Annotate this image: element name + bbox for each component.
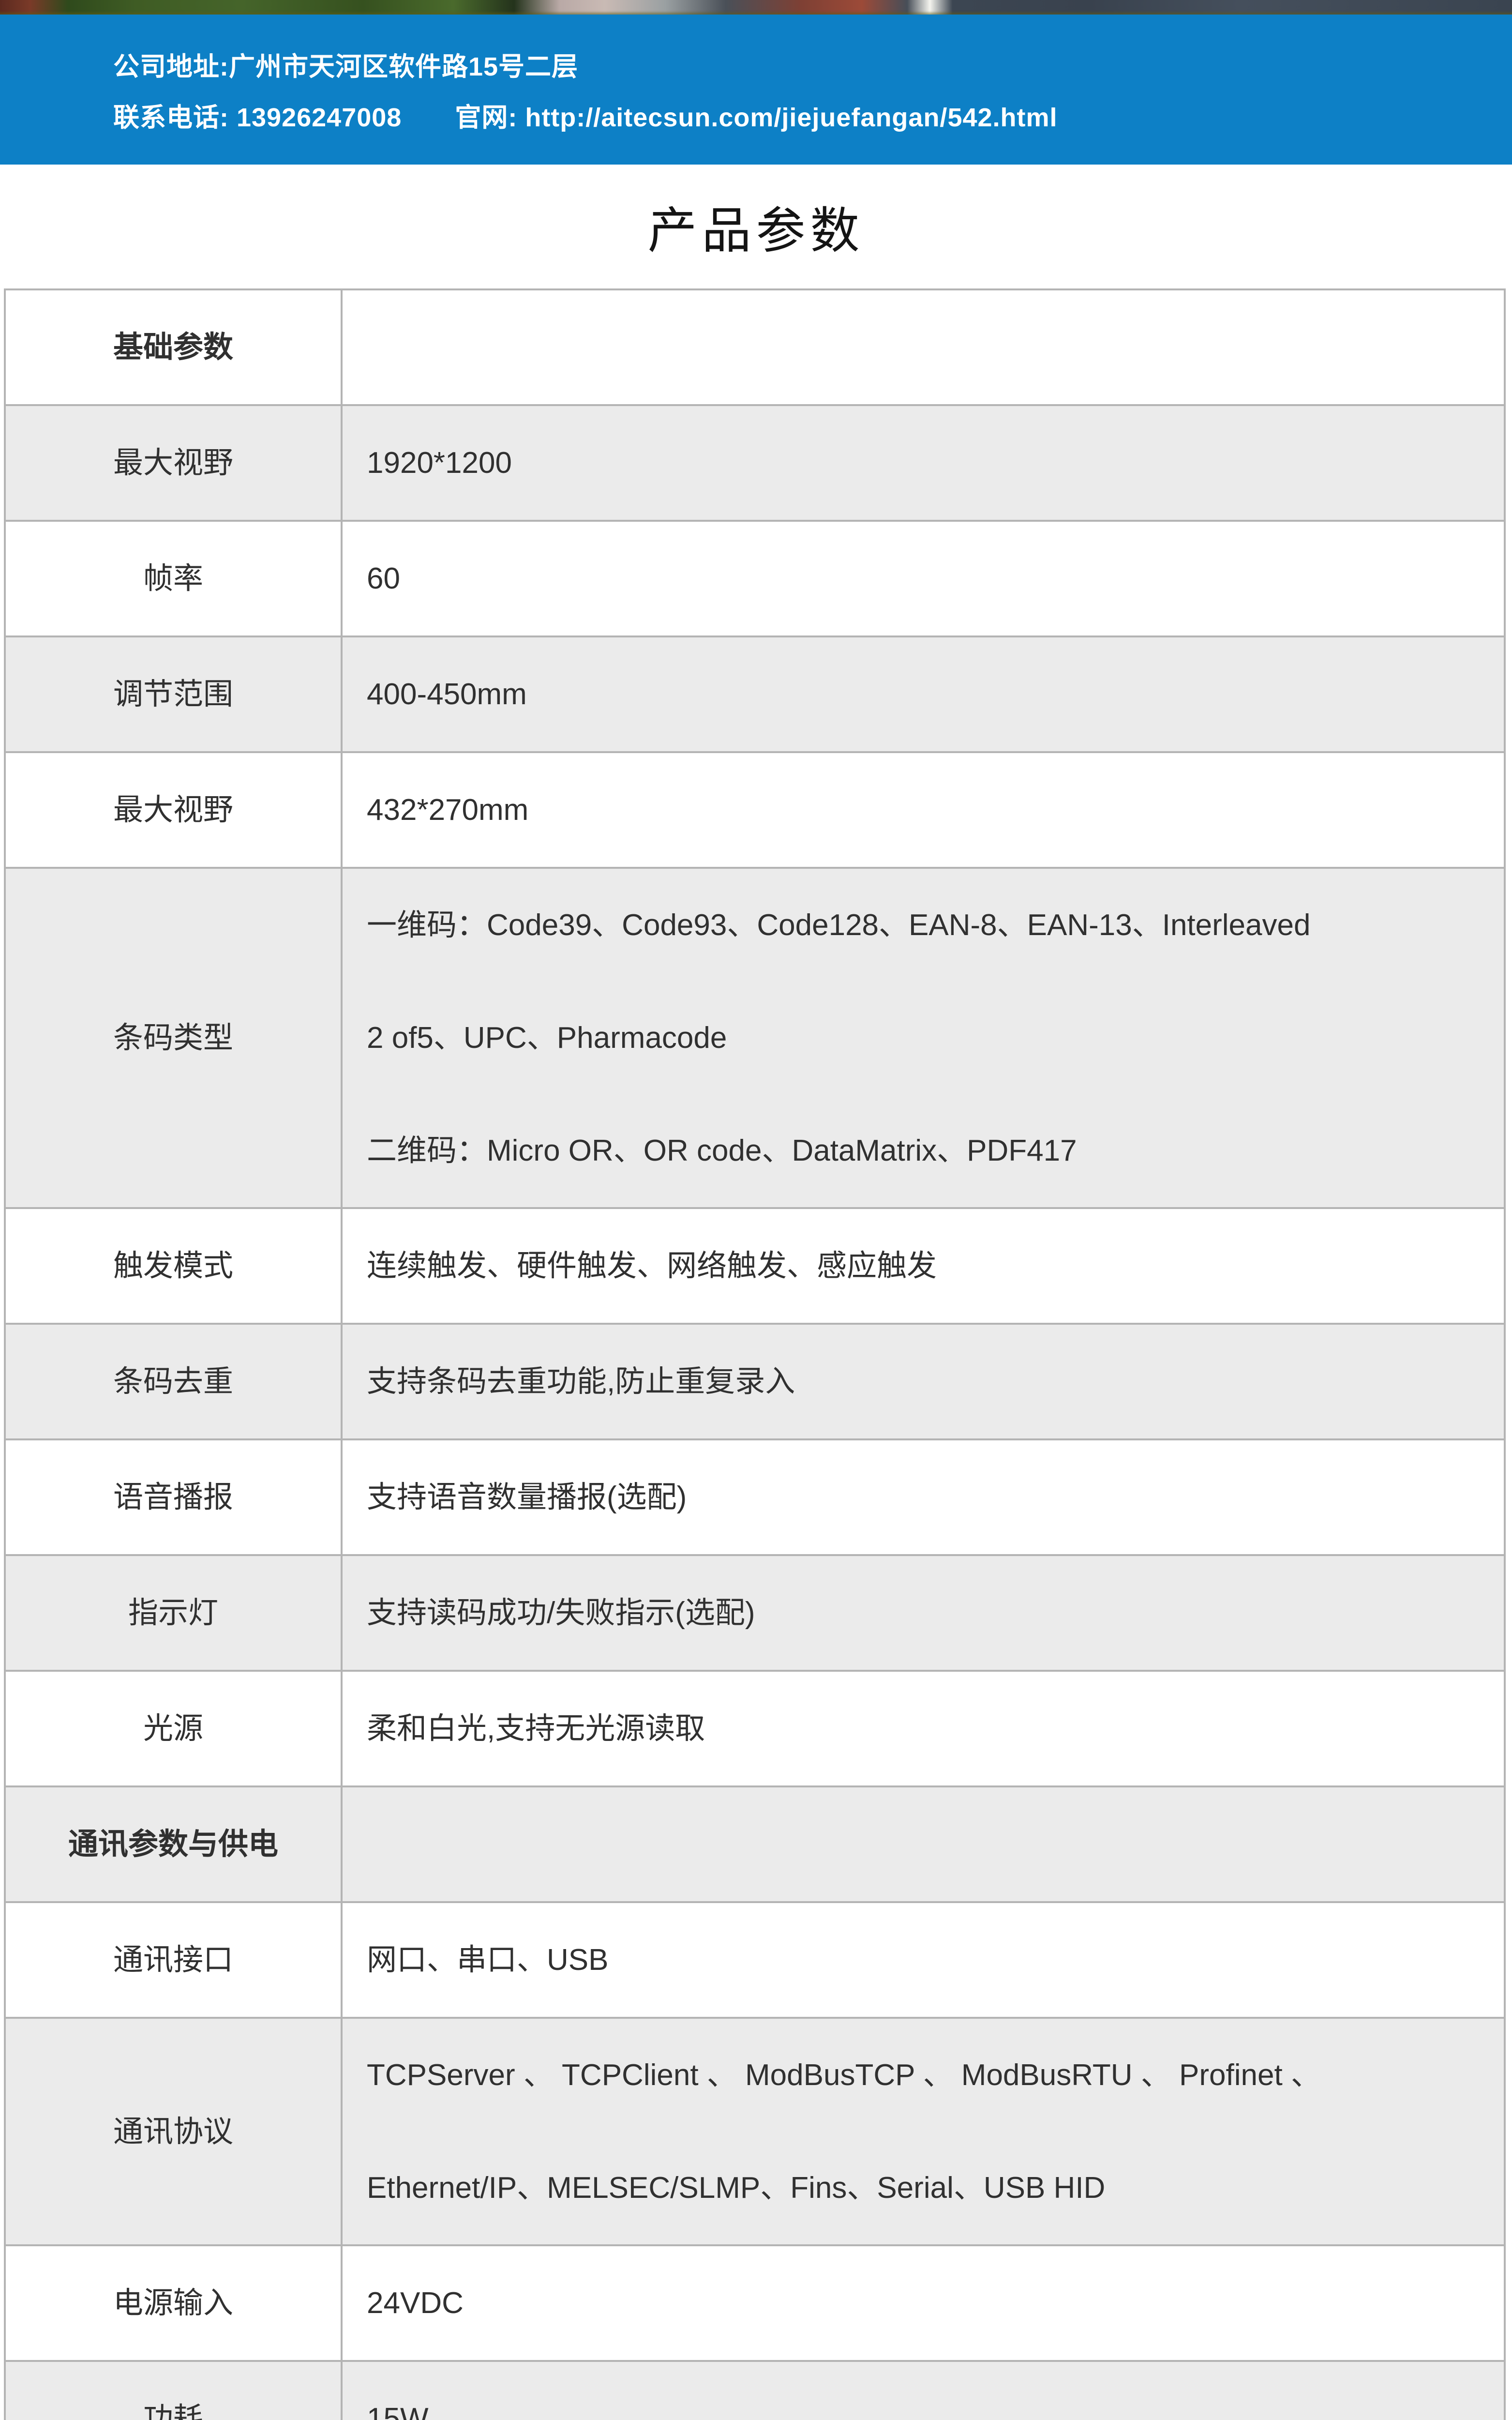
table-row: 光源 柔和白光,支持无光源读取 (4, 1670, 1506, 1787)
row-value: 支持条码去重功能,防止重复录入 (341, 1323, 1506, 1440)
row-value: 400-450mm (341, 635, 1506, 753)
table-row: 基础参数 (4, 288, 1506, 406)
table-row: 通讯协议 TCPServer 、 TCPClient 、 ModBusTCP 、… (4, 2017, 1506, 2246)
table-row: 触发模式 连续触发、硬件触发、网络触发、感应触发 (4, 1207, 1506, 1325)
row-label: 基础参数 (4, 288, 343, 406)
row-value: 1920*1200 (341, 404, 1506, 522)
row-value: 支持语音数量播报(选配) (341, 1438, 1506, 1556)
row-value: 支持读码成功/失败指示(选配) (341, 1554, 1506, 1672)
row-label: 调节范围 (4, 635, 343, 753)
row-label: 指示灯 (4, 1554, 343, 1672)
row-value: 连续触发、硬件触发、网络触发、感应触发 (341, 1207, 1506, 1325)
table-row: 语音播报 支持语音数量播报(选配) (4, 1438, 1506, 1556)
row-value: TCPServer 、 TCPClient 、 ModBusTCP 、 ModB… (341, 2017, 1506, 2246)
table-row: 条码去重 支持条码去重功能,防止重复录入 (4, 1323, 1506, 1440)
row-value: 15W (341, 2360, 1506, 2420)
row-label: 电源输入 (4, 2244, 343, 2362)
row-label: 光源 (4, 1670, 343, 1787)
table-row: 功耗 15W (4, 2360, 1506, 2420)
row-value: 24VDC (341, 2244, 1506, 2362)
row-value: 网口、串口、USB (341, 1901, 1506, 2019)
row-label: 最大视野 (4, 751, 343, 869)
table-row: 通讯参数与供电 (4, 1785, 1506, 1903)
row-value (341, 1785, 1506, 1903)
table-row: 指示灯 支持读码成功/失败指示(选配) (4, 1554, 1506, 1672)
table-row: 最大视野 432*270mm (4, 751, 1506, 869)
row-label: 最大视野 (4, 404, 343, 522)
row-value (341, 288, 1506, 406)
row-label: 触发模式 (4, 1207, 343, 1325)
table-row: 最大视野 1920*1200 (4, 404, 1506, 522)
table-row: 帧率 60 (4, 520, 1506, 637)
company-address: 公司地址:广州市天河区软件路15号二层 (113, 52, 579, 81)
page-title: 产品参数 (647, 203, 865, 258)
spec-table: 基础参数 最大视野 1920*1200 帧率 60 调节范围 400-450mm… (4, 288, 1506, 2420)
table-row: 通讯接口 网口、串口、USB (4, 1901, 1506, 2019)
row-value: 柔和白光,支持无光源读取 (341, 1670, 1506, 1787)
table-row: 调节范围 400-450mm (4, 635, 1506, 753)
header-photo-strip (0, 0, 1512, 15)
table-row: 条码类型 一维码：Code39、Code93、Code128、EAN-8、EAN… (4, 867, 1506, 1209)
row-label: 通讯参数与供电 (4, 1785, 343, 1903)
contact-line: 联系电话: 13926247008 官网: http://aitecsun.co… (113, 103, 1512, 132)
row-label: 通讯协议 (4, 2017, 343, 2246)
row-label: 功耗 (4, 2360, 343, 2420)
row-label: 通讯接口 (4, 1901, 343, 2019)
row-value: 432*270mm (341, 751, 1506, 869)
row-label: 语音播报 (4, 1438, 343, 1556)
table-row: 电源输入 24VDC (4, 2244, 1506, 2362)
spec-table-body: 基础参数 最大视野 1920*1200 帧率 60 调节范围 400-450mm… (4, 288, 1506, 2420)
row-value: 一维码：Code39、Code93、Code128、EAN-8、EAN-13、I… (341, 867, 1506, 1209)
row-value: 60 (341, 520, 1506, 637)
website-url: 官网: http://aitecsun.com/jiejuefangan/542… (455, 103, 1058, 132)
row-label: 帧率 (4, 520, 343, 637)
top-banner: 公司地址:广州市天河区软件路15号二层 联系电话: 13926247008 官网… (0, 15, 1512, 165)
row-label: 条码类型 (4, 867, 343, 1209)
contact-phone: 联系电话: 13926247008 (113, 103, 402, 132)
row-label: 条码去重 (4, 1323, 343, 1440)
